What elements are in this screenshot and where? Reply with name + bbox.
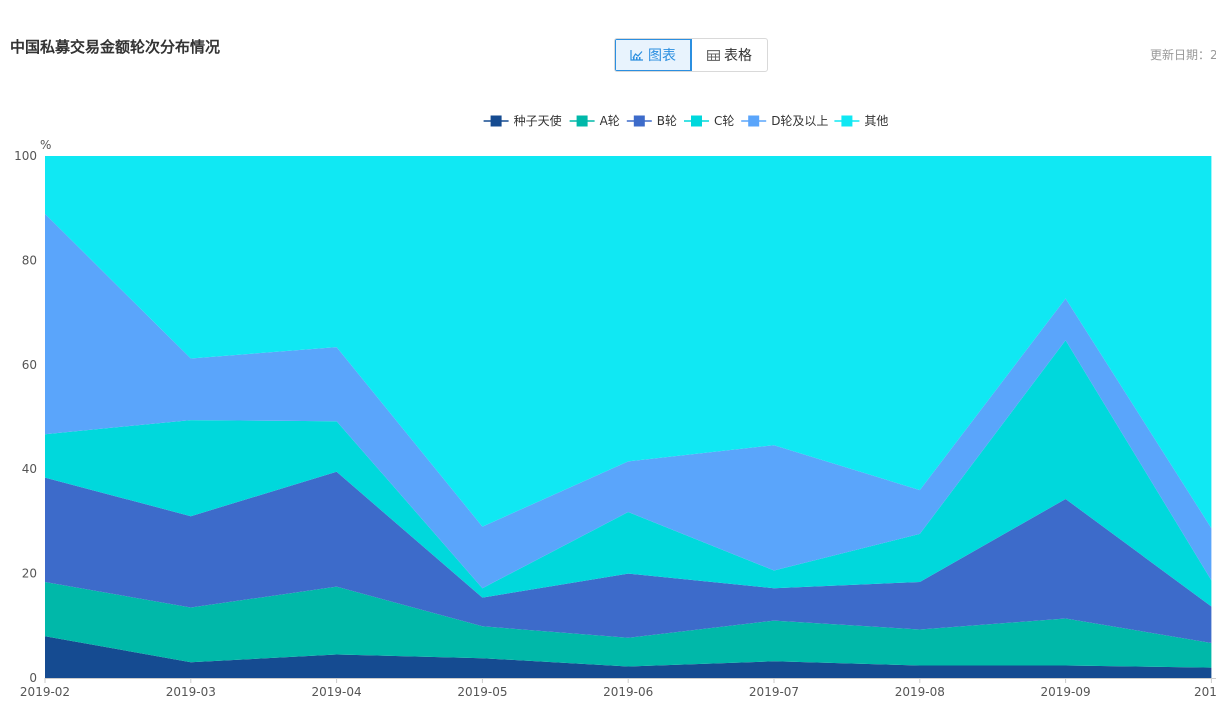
legend-label: C轮: [714, 114, 734, 128]
area-series-4: [45, 213, 1212, 589]
x-tick-label: 2019-08: [895, 685, 945, 699]
legend-item-0[interactable]: 种子天使: [483, 113, 562, 128]
table-icon: [707, 49, 720, 61]
x-tick-label: 2019-03: [166, 685, 216, 699]
chart-view-button[interactable]: 图表: [615, 39, 692, 71]
x-tick-label: 2019-02: [20, 685, 70, 699]
legend-swatch: [691, 115, 702, 127]
y-tick-label: 20: [22, 567, 37, 581]
table-view-button[interactable]: 表格: [692, 39, 767, 71]
chart-title: 中国私募交易金额轮次分布情况: [10, 38, 221, 56]
y-tick-label: 100: [14, 149, 37, 163]
y-tick-label: 80: [22, 253, 37, 267]
x-axis: 2019-02 2019-03 2019-04 2019-05 2019-06 2019-…: [20, 678, 1216, 699]
chart-legend: 种子天使 A轮 B轮 C轮 D轮及以上 其他: [483, 113, 888, 128]
line-chart-icon: [630, 50, 643, 61]
y-tick-label: 40: [22, 462, 37, 476]
legend-swatch: [841, 115, 853, 127]
legend-label: D轮及以上: [771, 114, 828, 128]
legend-item-1[interactable]: A轮: [569, 114, 620, 128]
view-toggle: 图表 表格: [614, 38, 768, 72]
y-axis: 0 20 40 60 80 100%: [14, 138, 51, 685]
x-tick-label: 2019-06: [603, 685, 653, 699]
legend-label: 其他: [864, 114, 888, 128]
legend-item-5[interactable]: 其他: [834, 114, 888, 128]
legend-swatch: [748, 115, 760, 127]
area-series-5: [45, 156, 1212, 529]
legend-swatch: [633, 115, 645, 127]
chart-areas: [45, 156, 1212, 678]
legend-label: 种子天使: [514, 113, 562, 128]
y-tick-label: 0: [29, 671, 37, 685]
legend-item-4[interactable]: D轮及以上: [741, 114, 828, 128]
legend-label: B轮: [657, 114, 677, 128]
legend-swatch: [576, 115, 588, 127]
legend-item-3[interactable]: C轮: [684, 114, 734, 128]
legend-item-2[interactable]: B轮: [626, 114, 677, 128]
area-series-0: [45, 636, 1212, 678]
x-tick-label: 2019-09: [1041, 685, 1091, 699]
area-series-3: [45, 340, 1212, 607]
x-tick-label: 2019-: [1194, 685, 1216, 699]
x-tick-label: 2019-07: [749, 685, 799, 699]
legend-swatch: [490, 115, 502, 127]
legend-label: A轮: [600, 114, 620, 128]
y-axis-unit: %: [40, 138, 51, 152]
area-series-1: [45, 582, 1212, 668]
table-view-label: 表格: [724, 48, 752, 64]
x-tick-label: 2019-04: [312, 685, 362, 699]
y-tick-label: 60: [22, 358, 37, 372]
update-date: 更新日期：2: [1150, 48, 1216, 62]
x-tick-label: 2019-05: [457, 685, 507, 699]
chart-view-label: 图表: [648, 48, 676, 64]
area-series-2: [45, 471, 1212, 643]
